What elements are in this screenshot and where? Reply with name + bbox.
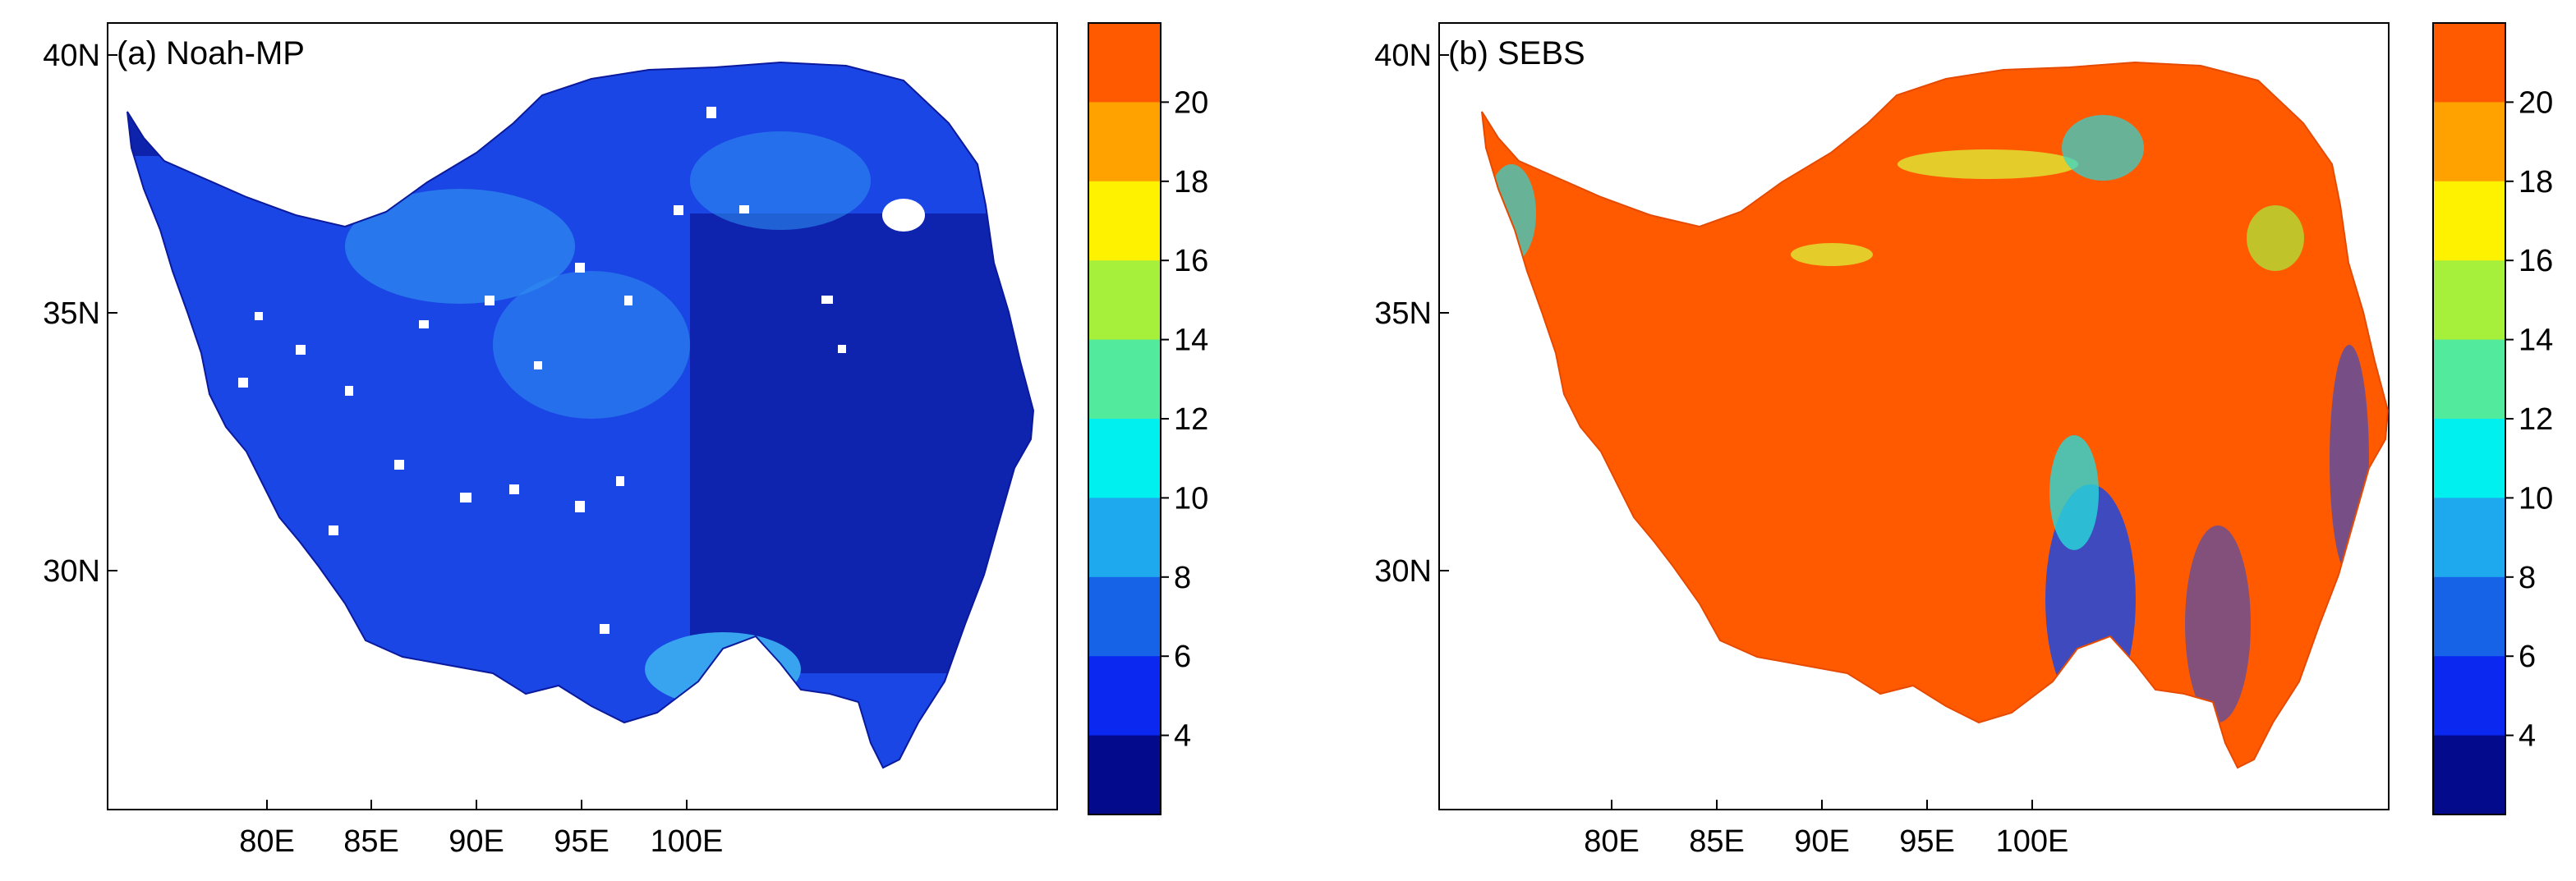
high-et-patch [2062,115,2144,181]
colorbar-swatch [1088,181,1161,261]
light-patch-2 [493,271,690,419]
missing-pixel [255,312,263,320]
colorbar-label: 12 [1174,402,1208,437]
colorbar-label: 4 [2518,719,2536,754]
missing-pixel [296,345,306,355]
missing-pixel [706,107,716,118]
missing-lake [882,199,925,232]
x-tick-label: 95E [1899,824,1955,859]
colorbar-label: 6 [1174,640,1191,674]
colorbar-swatch [1088,419,1161,498]
missing-pixel [624,296,632,305]
colorbar-swatch [2433,102,2505,182]
x-tick-label: 95E [554,824,610,859]
colorbar-swatch [1088,260,1161,341]
y-tick-label: 40N [1374,39,1432,73]
colorbar-label: 18 [2518,165,2553,200]
colorbar-swatch [1088,23,1161,103]
high-et-patch [1791,243,1873,266]
x-tick-label: 100E [1996,824,2069,859]
x-tick-label: 85E [343,824,399,859]
x-tick-label: 85E [1689,824,1745,859]
colorbar-swatch [2433,576,2505,657]
colorbar-label: 10 [2518,481,2553,516]
colorbar-label: 4 [1174,719,1191,754]
colorbar-b: 20 18 16 14 12 10 8 6 4 [2432,22,2553,815]
high-et-patch [1898,149,2078,179]
missing-pixel [600,624,610,634]
x-tick-label: 80E [239,824,295,859]
colorbar-swatch [2433,656,2505,736]
colorbar-label: 8 [1174,561,1191,595]
colorbar-label: 16 [1174,244,1208,278]
missing-pixel [616,476,624,486]
x-tick-label: 90E [1794,824,1850,859]
x-tick-label: 80E [1584,824,1640,859]
colorbar-label: 14 [2518,323,2553,358]
x-tick-label: 100E [651,824,724,859]
x-axis-a: 80E 85E 90E 95E 100E [239,800,723,859]
colorbar-swatch [2433,419,2505,498]
y-axis-b: 40N 35N 30N [1374,39,1449,589]
panel-b: 40N 35N 30N 80E 85E 90E 95E 100E (b) SEB… [1374,22,2553,859]
colorbar-swatch [1088,498,1161,578]
low-et-region-3 [2185,525,2251,723]
light-patch-3 [690,131,871,230]
colorbar-label: 20 [2518,85,2553,120]
colorbar-label: 12 [2518,402,2553,437]
low-et-region-2 [2049,435,2099,550]
x-tick-label: 90E [448,824,504,859]
light-patch-1 [345,189,575,304]
missing-pixel [419,320,429,328]
colorbar-label: 6 [2518,640,2536,674]
colorbar-swatch [2433,339,2505,420]
missing-pixel [329,525,338,535]
colorbar-label: 20 [1174,85,1208,120]
missing-pixel [509,484,519,494]
missing-pixel [394,460,404,470]
colorbar-a: 20 18 16 14 12 10 8 6 4 [1088,22,1208,815]
panel-title-a: (a) Noah-MP [117,35,305,71]
colorbar-swatch [2433,23,2505,103]
colorbar-label: 10 [1174,481,1208,516]
missing-pixel [739,205,749,213]
missing-pixel [821,296,833,304]
missing-pixel [238,378,248,388]
y-tick-label: 40N [43,39,100,73]
y-tick-label: 35N [43,296,100,331]
colorbar-swatch [1088,339,1161,420]
colorbar-label: 8 [2518,561,2536,595]
y-tick-label: 30N [1374,554,1432,589]
colorbar-swatch [2433,181,2505,261]
colorbar-swatch [2433,260,2505,341]
colorbar-label: 14 [1174,323,1208,358]
missing-pixel [674,205,683,215]
colorbar-label: 18 [1174,165,1208,200]
colorbar-swatch [1088,735,1161,815]
y-tick-label: 30N [43,554,100,589]
missing-pixel [838,345,846,353]
colorbar-swatch [1088,656,1161,736]
y-tick-label: 35N [1374,296,1432,331]
colorbar-swatch [1088,576,1161,657]
high-et-patch [2247,205,2304,271]
missing-pixel [575,501,585,512]
y-axis-a: 40N 35N 30N [43,39,117,589]
missing-pixel [575,263,585,273]
panel-a: 40N 35N 30N 80E 85E 90E 95E 100E (a) Noa… [43,22,1208,859]
missing-pixel [485,296,494,305]
colorbar-swatch [2433,498,2505,578]
panel-title-b: (b) SEBS [1448,35,1585,71]
colorbar-swatch [1088,102,1161,182]
missing-pixel [460,493,472,502]
colorbar-swatch [2433,735,2505,815]
missing-pixel [534,361,542,369]
colorbar-label: 16 [2518,244,2553,278]
missing-pixel [345,386,353,396]
x-axis-b: 80E 85E 90E 95E 100E [1584,800,2068,859]
